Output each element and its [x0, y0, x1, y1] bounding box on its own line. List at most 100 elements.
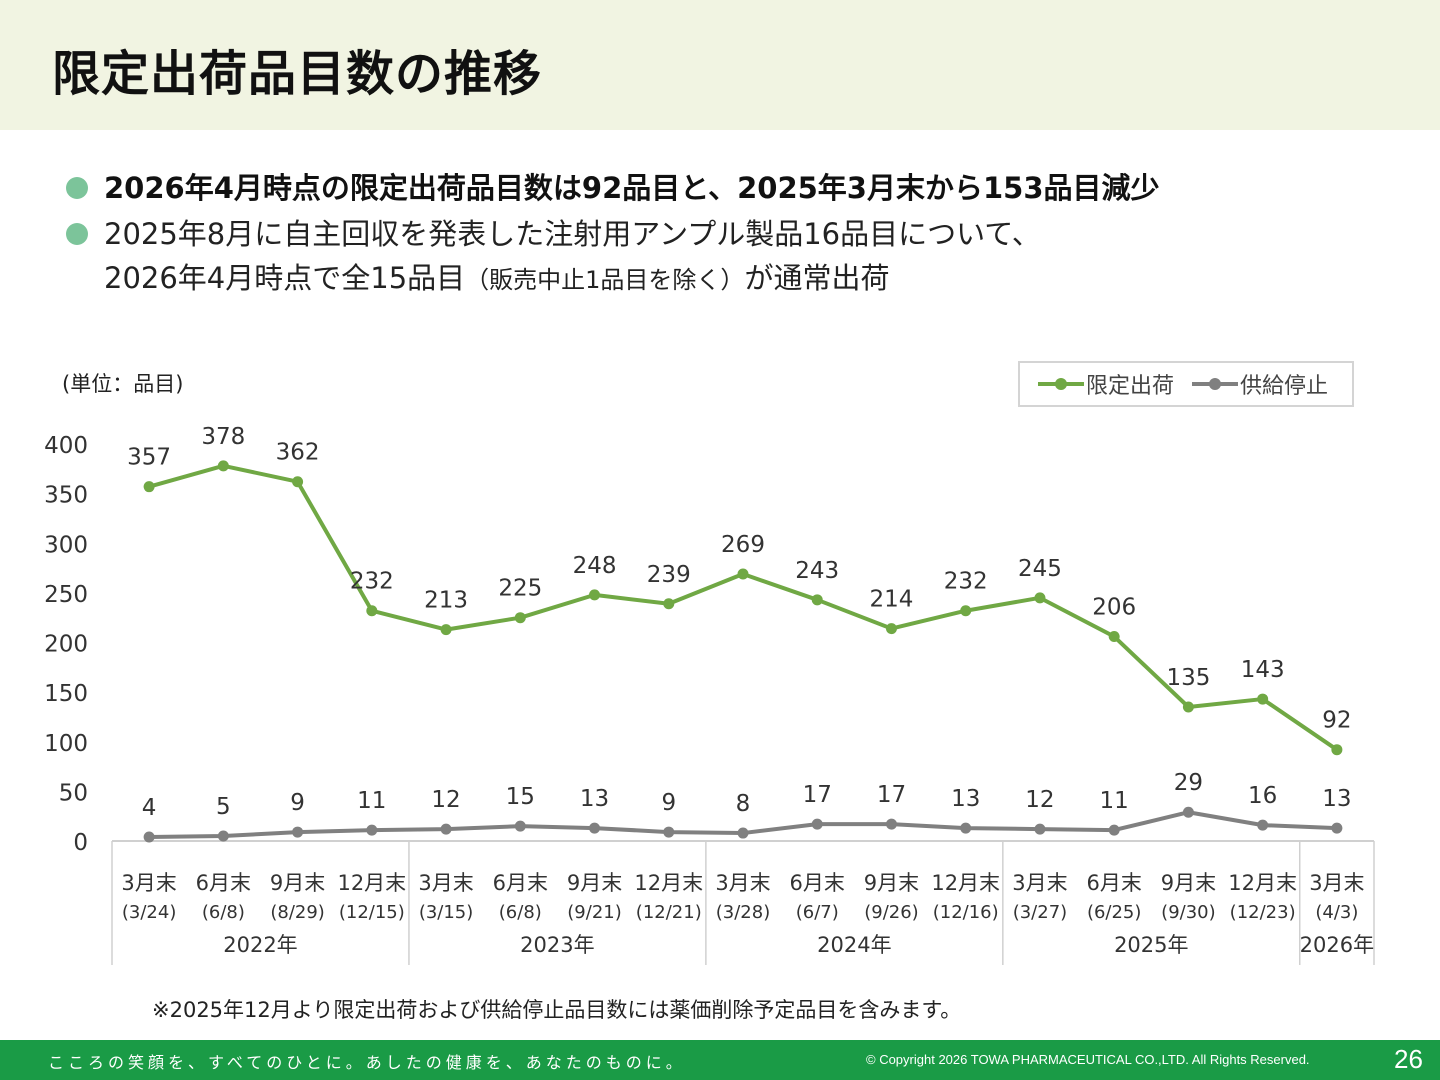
data-label: 11 — [357, 788, 386, 814]
data-label: 248 — [573, 553, 617, 579]
y-tick-label: 350 — [44, 483, 88, 509]
data-point — [663, 598, 675, 610]
data-label: 13 — [580, 786, 609, 812]
x-tick-date-label: (3/27) — [1013, 902, 1067, 923]
legend-item-suspended: 供給停止 — [1192, 368, 1328, 400]
data-label: 8 — [736, 791, 751, 817]
data-label: 357 — [127, 445, 171, 471]
year-label: 2022年 — [223, 933, 297, 957]
year-label: 2024年 — [817, 933, 891, 957]
bullet-segment: が通常出荷 — [744, 261, 890, 295]
page-title: 限定出荷品目数の推移 — [52, 46, 543, 102]
data-point — [1108, 631, 1120, 643]
page-number: 26 — [1394, 1044, 1423, 1074]
x-tick-date-label: (6/8) — [499, 902, 542, 923]
x-tick-date-label: (6/25) — [1087, 902, 1141, 923]
data-point — [811, 594, 823, 606]
y-tick-label: 200 — [44, 632, 88, 658]
x-tick-label: 9月末 — [864, 871, 919, 895]
x-tick-date-label: (6/8) — [202, 902, 245, 923]
data-point — [1257, 819, 1269, 831]
data-label: 12 — [431, 787, 460, 813]
data-label: 17 — [803, 782, 832, 808]
legend-line-marker-icon — [1038, 378, 1084, 390]
data-point — [589, 822, 601, 834]
series-line — [148, 463, 1339, 752]
data-point — [1034, 592, 1046, 604]
x-tick-label: 9月末 — [567, 871, 622, 895]
data-label: 243 — [795, 558, 839, 584]
bullet-text: 2025年8月に自主回収を発表した注射用アンプル製品16品目について、 2026… — [104, 212, 1041, 302]
x-tick-date-label: (3/15) — [419, 902, 473, 923]
bullet-text: 2026年4月時点の限定出荷品目数は92品目と、2025年3月末から153品目減… — [104, 171, 1160, 205]
data-point — [960, 605, 972, 617]
data-label: 16 — [1248, 783, 1277, 809]
x-tick-date-label: (9/21) — [567, 902, 621, 923]
x-tick-label: 3月末 — [418, 871, 473, 895]
title-bar — [0, 0, 1440, 130]
data-label: 378 — [201, 424, 245, 450]
summary-bullets: 2026年4月時点の限定出荷品目数は92品目と、2025年3月末から153品目減… — [66, 166, 1406, 302]
x-tick-date-label: (12/15) — [339, 902, 405, 923]
y-tick-label: 250 — [44, 582, 88, 608]
data-label: 245 — [1018, 556, 1062, 582]
bullet-segment: 2026年4月時点で全15品目 — [104, 261, 466, 295]
y-tick-label: 50 — [59, 780, 88, 806]
x-tick-label: 12月末 — [1228, 871, 1297, 895]
bullet-line: 2026年4月時点で全15品目（販売中止1品目を除く）が通常出荷 — [104, 256, 1041, 302]
x-tick-label: 9月末 — [270, 871, 325, 895]
x-tick-date-label: (3/24) — [122, 902, 176, 923]
data-label: 13 — [1322, 786, 1351, 812]
legend-label: 供給停止 — [1240, 374, 1329, 399]
data-label: 239 — [647, 562, 691, 588]
data-point — [366, 824, 378, 836]
data-label: 12 — [1025, 787, 1054, 813]
legend-item-limited: 限定出荷 — [1038, 368, 1174, 400]
y-tick-label: 100 — [44, 731, 88, 757]
data-point — [737, 827, 749, 839]
data-point — [960, 822, 972, 834]
data-point — [366, 605, 378, 617]
bullet-dot-icon — [66, 177, 88, 199]
data-point — [217, 460, 229, 472]
legend-label: 限定出荷 — [1086, 374, 1175, 399]
data-label: 213 — [424, 588, 468, 614]
x-tick-date-label: (8/29) — [270, 902, 324, 923]
data-point — [885, 623, 897, 635]
data-label: 269 — [721, 532, 765, 558]
x-tick-date-label: (9/26) — [864, 902, 918, 923]
x-tick-label: 12月末 — [337, 871, 406, 895]
copyright-text: © Copyright 2026 TOWA PHARMACEUTICAL CO.… — [866, 1052, 1310, 1067]
data-point — [440, 624, 452, 636]
y-tick-label: 300 — [44, 532, 88, 558]
data-label: 9 — [661, 790, 676, 816]
footer-bar — [0, 1040, 1440, 1080]
data-point — [1331, 744, 1343, 756]
x-tick-label: 6月末 — [196, 871, 251, 895]
year-label: 2025年 — [1114, 933, 1188, 957]
x-tick-label: 9月末 — [1161, 871, 1216, 895]
data-point — [885, 818, 897, 830]
data-label: 135 — [1166, 665, 1210, 691]
data-point — [514, 612, 526, 624]
data-point — [1182, 806, 1194, 818]
data-point — [663, 826, 675, 838]
data-label: 13 — [951, 786, 980, 812]
data-label: 17 — [877, 782, 906, 808]
data-label: 232 — [350, 569, 394, 595]
data-label: 362 — [276, 440, 320, 466]
data-point — [811, 818, 823, 830]
data-point — [1257, 693, 1269, 705]
data-point — [292, 826, 304, 838]
bullet-dot-icon — [66, 223, 88, 245]
bullet-item: 2025年8月に自主回収を発表した注射用アンプル製品16品目について、 2026… — [66, 212, 1406, 302]
x-tick-label: 12月末 — [931, 871, 1000, 895]
x-tick-label: 6月末 — [1086, 871, 1141, 895]
data-label: 29 — [1174, 770, 1203, 796]
data-label: 4 — [142, 795, 157, 821]
x-tick-date-label: (6/7) — [796, 902, 839, 923]
legend-line-marker-icon — [1192, 378, 1239, 390]
data-label: 225 — [498, 576, 542, 602]
data-label: 143 — [1241, 657, 1285, 683]
bullet-item: 2026年4月時点の限定出荷品目数は92品目と、2025年3月末から153品目減… — [66, 166, 1406, 210]
